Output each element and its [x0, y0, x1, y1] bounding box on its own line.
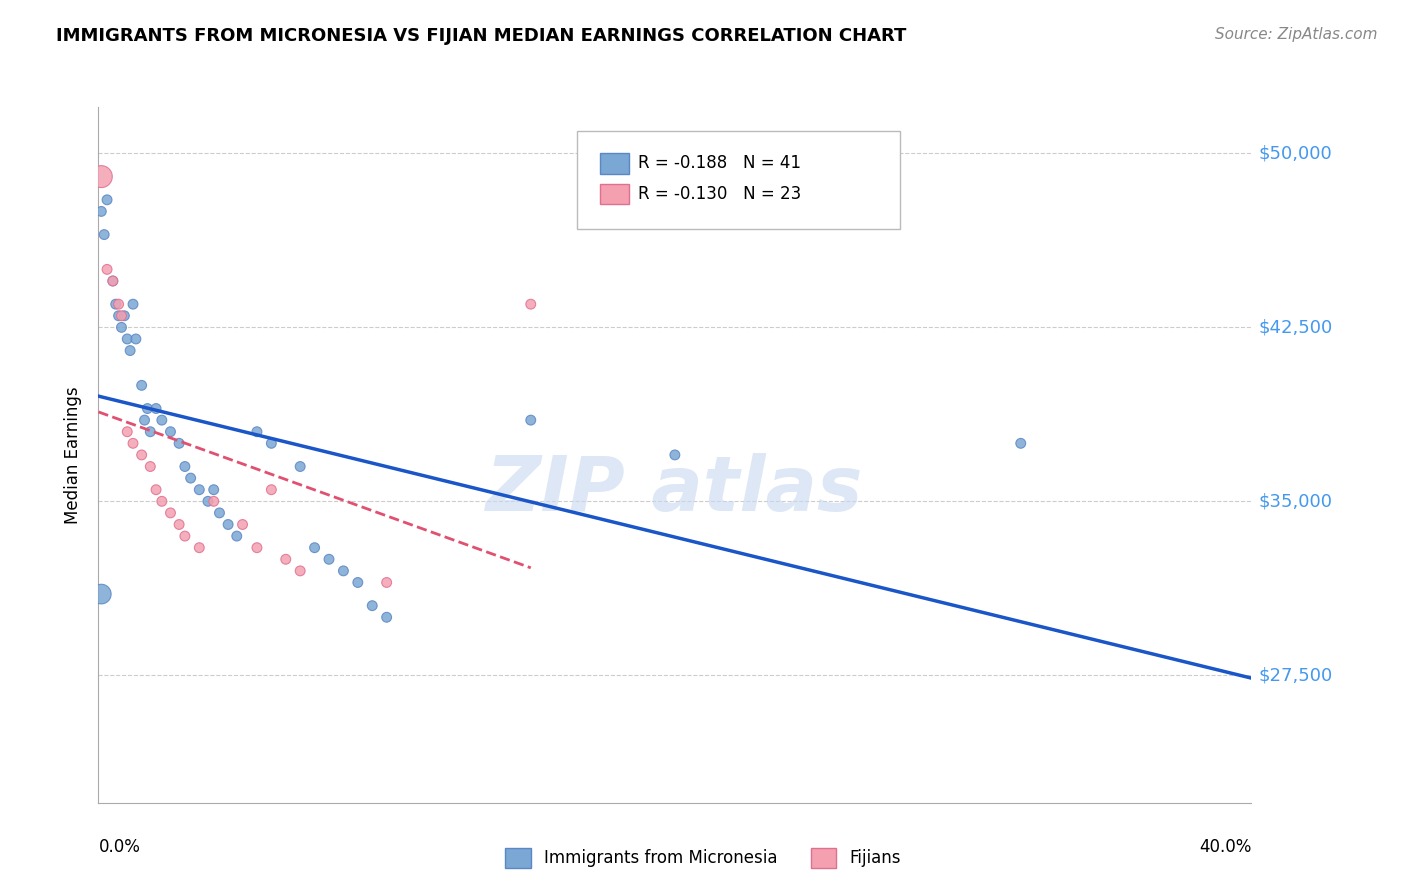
Text: $27,500: $27,500: [1258, 666, 1333, 684]
Point: [96, 193, 118, 207]
Text: $50,000: $50,000: [1258, 145, 1331, 162]
Point: [174, 459, 197, 474]
Point: [120, 343, 142, 358]
Point: [520, 297, 543, 311]
Point: [180, 471, 202, 485]
Point: [290, 564, 312, 578]
Point: [90, 169, 112, 184]
Point: [96, 262, 118, 277]
Bar: [600, 153, 628, 174]
Text: R = -0.130   N = 23: R = -0.130 N = 23: [638, 185, 801, 203]
Point: [93, 227, 115, 242]
Point: [150, 494, 173, 508]
FancyBboxPatch shape: [576, 131, 900, 229]
Point: [346, 575, 368, 590]
Text: IMMIGRANTS FROM MICRONESIA VS FIJIAN MEDIAN EARNINGS CORRELATION CHART: IMMIGRANTS FROM MICRONESIA VS FIJIAN MED…: [56, 27, 907, 45]
Point: [90, 587, 112, 601]
Point: [290, 459, 312, 474]
Point: [208, 506, 231, 520]
Point: [260, 483, 283, 497]
Point: [246, 425, 269, 439]
Point: [375, 610, 398, 624]
Point: [167, 436, 190, 450]
Point: [110, 309, 132, 323]
Point: [318, 552, 340, 566]
Point: [520, 413, 543, 427]
Point: [131, 378, 153, 392]
Point: [1010, 436, 1032, 450]
Point: [107, 309, 129, 323]
Point: [225, 529, 247, 543]
Point: [246, 541, 269, 555]
Point: [145, 401, 167, 416]
Point: [167, 517, 190, 532]
Point: [112, 309, 135, 323]
Point: [260, 436, 283, 450]
Text: 40.0%: 40.0%: [1199, 838, 1251, 856]
Point: [139, 459, 162, 474]
Y-axis label: Median Earnings: Median Earnings: [65, 386, 83, 524]
Point: [90, 204, 112, 219]
Text: $35,000: $35,000: [1258, 492, 1333, 510]
Point: [159, 506, 181, 520]
Point: [217, 517, 239, 532]
Point: [101, 274, 124, 288]
Point: [202, 494, 225, 508]
Point: [150, 413, 173, 427]
Text: Source: ZipAtlas.com: Source: ZipAtlas.com: [1215, 27, 1378, 42]
Point: [107, 297, 129, 311]
Point: [134, 413, 156, 427]
Point: [231, 517, 254, 532]
Point: [202, 483, 225, 497]
Point: [125, 332, 148, 346]
Point: [361, 599, 384, 613]
Point: [139, 425, 162, 439]
Point: [304, 541, 326, 555]
Point: [117, 332, 138, 346]
Point: [131, 448, 153, 462]
Point: [136, 401, 159, 416]
Text: ZIP atlas: ZIP atlas: [486, 453, 863, 526]
Point: [145, 483, 167, 497]
Point: [375, 575, 398, 590]
Text: 0.0%: 0.0%: [98, 838, 141, 856]
Point: [188, 483, 211, 497]
Point: [332, 564, 354, 578]
Text: R = -0.188   N = 41: R = -0.188 N = 41: [638, 154, 801, 172]
Point: [274, 552, 297, 566]
Point: [104, 297, 127, 311]
Legend: Immigrants from Micronesia, Fijians: Immigrants from Micronesia, Fijians: [499, 841, 907, 875]
Point: [117, 425, 138, 439]
Text: $42,500: $42,500: [1258, 318, 1333, 336]
Point: [174, 529, 197, 543]
Point: [159, 425, 181, 439]
Point: [110, 320, 132, 334]
Bar: [600, 184, 628, 204]
Point: [188, 541, 211, 555]
Point: [122, 436, 145, 450]
Point: [197, 494, 219, 508]
Point: [664, 448, 686, 462]
Point: [101, 274, 124, 288]
Point: [122, 297, 145, 311]
